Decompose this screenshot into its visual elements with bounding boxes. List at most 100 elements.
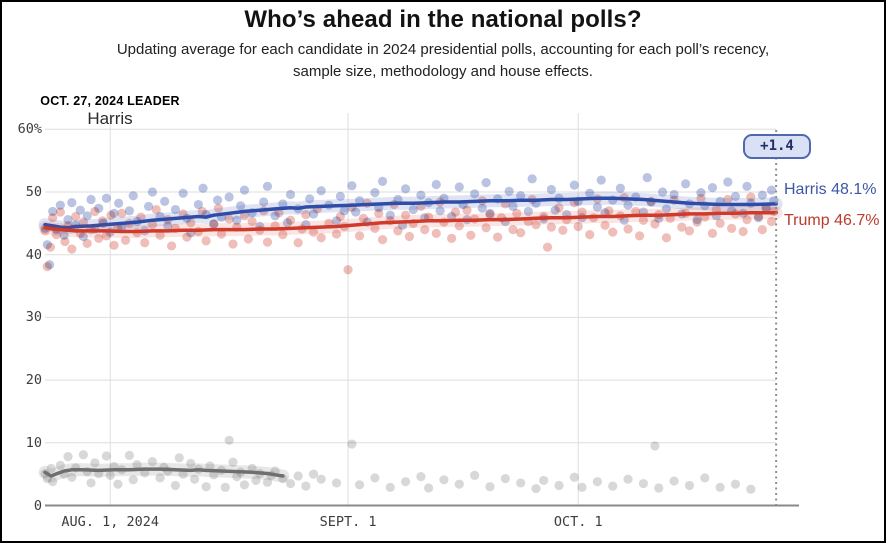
poll-dot-kennedy — [308, 469, 319, 479]
poll-dot-harris — [431, 179, 441, 190]
poll-dot-trump — [766, 216, 777, 227]
poll-dot-trump — [485, 209, 495, 220]
poll-dot-trump — [370, 223, 380, 233]
poll-dot-kennedy — [124, 450, 134, 460]
poll-dot-harris — [592, 202, 602, 212]
poll-dot-harris — [224, 192, 234, 202]
poll-dot-trump — [661, 233, 672, 243]
kennedy-average-line — [43, 467, 285, 478]
poll-dot-trump — [400, 210, 411, 220]
poll-dot-kennedy — [331, 478, 342, 488]
poll-dot-kennedy — [730, 479, 741, 489]
poll-dot-trump — [71, 211, 81, 222]
poll-dot-trump — [55, 207, 65, 217]
poll-dot-trump — [60, 236, 70, 247]
poll-dot-trump — [201, 236, 211, 246]
leader-name: Harris — [87, 109, 133, 128]
poll-dot-kennedy — [55, 460, 65, 470]
poll-dot-trump — [707, 228, 718, 238]
y-axis-tick-label: 0 — [33, 497, 42, 514]
poll-dot-kennedy — [354, 480, 365, 490]
poll-dot-trump — [224, 214, 234, 224]
poll-dot-trump — [638, 215, 649, 225]
poll-dot-kennedy — [577, 482, 587, 492]
poll-dot-kennedy — [101, 451, 111, 461]
poll-dot-harris — [707, 183, 718, 193]
poll-dot-trump — [696, 193, 706, 203]
poll-dot-trump — [542, 242, 553, 252]
poll-dot-harris — [259, 197, 269, 207]
poll-dot-kennedy — [416, 472, 426, 482]
y-axis-tick-label: 50 — [25, 184, 42, 200]
poll-dot-trump — [466, 230, 476, 240]
y-axis-tick-label: 10 — [25, 434, 42, 451]
poll-dot-trump — [228, 239, 238, 249]
poll-dot-trump — [343, 265, 353, 275]
poll-dot-kennedy — [262, 477, 273, 487]
poll-dot-kennedy — [500, 473, 510, 484]
poll-dot-harris — [504, 186, 514, 196]
poll-dot-kennedy — [147, 457, 158, 467]
poll-dot-harris — [508, 201, 518, 212]
poll-dot-trump — [420, 225, 430, 235]
poll-dot-kennedy — [608, 481, 618, 491]
harris-end-label: Harris 48.1% — [784, 181, 877, 198]
poll-dot-harris — [101, 193, 111, 203]
poll-dot-kennedy — [650, 441, 660, 451]
poll-dot-kennedy — [285, 478, 296, 489]
poll-dot-kennedy — [90, 458, 100, 468]
poll-dot-harris — [239, 185, 250, 195]
poll-dot-trump — [197, 206, 207, 217]
x-axis-tick-label: SEPT. 1 — [319, 514, 377, 530]
poll-dot-harris — [213, 195, 223, 205]
poll-dot-harris — [128, 191, 138, 201]
poll-dot-trump — [247, 216, 257, 227]
poll-dot-kennedy — [700, 473, 710, 483]
leader-date-label: OCT. 27, 2024 LEADER — [40, 94, 180, 108]
poll-dot-harris — [198, 183, 208, 193]
poll-dot-trump — [600, 220, 610, 230]
poll-dot-kennedy — [531, 483, 541, 494]
poll-dot-harris — [416, 190, 426, 200]
poll-dot-trump — [301, 209, 311, 220]
poll-dot-kennedy — [293, 471, 303, 481]
poll-dot-kennedy — [174, 453, 184, 463]
poll-dot-harris — [516, 191, 526, 201]
poll-dot-kennedy — [424, 483, 434, 493]
poll-dot-kennedy — [67, 472, 77, 482]
poll-dot-kennedy — [224, 435, 234, 445]
poll-dot-harris — [55, 200, 65, 210]
poll-dot-harris — [86, 194, 96, 205]
poll-dot-kennedy — [170, 480, 181, 491]
poll-dot-kennedy — [385, 482, 395, 492]
poll-dot-trump — [155, 230, 165, 240]
poll-dot-trump — [308, 227, 319, 237]
poll-dot-harris — [481, 177, 491, 188]
poll-dot-trump — [358, 213, 368, 223]
poll-dot-trump — [140, 238, 150, 248]
poll-dot-trump — [558, 225, 568, 235]
poll-dot-kennedy — [554, 480, 564, 491]
poll-dot-harris — [766, 185, 777, 195]
poll-dot-harris — [232, 215, 242, 225]
poll-dot-trump — [186, 218, 196, 228]
poll-dot-harris — [757, 190, 767, 200]
poll-dot-trump — [239, 211, 250, 221]
poll-dot-kennedy — [205, 461, 215, 471]
poll-dot-trump — [48, 213, 58, 223]
poll-dot-harris — [642, 172, 652, 183]
poll-dot-harris — [585, 188, 595, 198]
poll-dot-harris — [335, 191, 345, 201]
poll-dot-harris — [278, 199, 288, 209]
poll-dot-trump — [117, 208, 127, 218]
poll-dot-kennedy — [48, 477, 58, 487]
poll-dot-kennedy — [113, 479, 123, 489]
poll-dot-kennedy — [654, 483, 664, 493]
poll-dot-harris — [454, 182, 464, 192]
x-axis-tick-label: OCT. 1 — [553, 514, 603, 530]
poll-dot-trump — [481, 223, 491, 233]
poll-dot-harris — [657, 187, 668, 197]
poll-dot-trump — [82, 238, 92, 249]
poll-dot-harris — [114, 198, 124, 208]
